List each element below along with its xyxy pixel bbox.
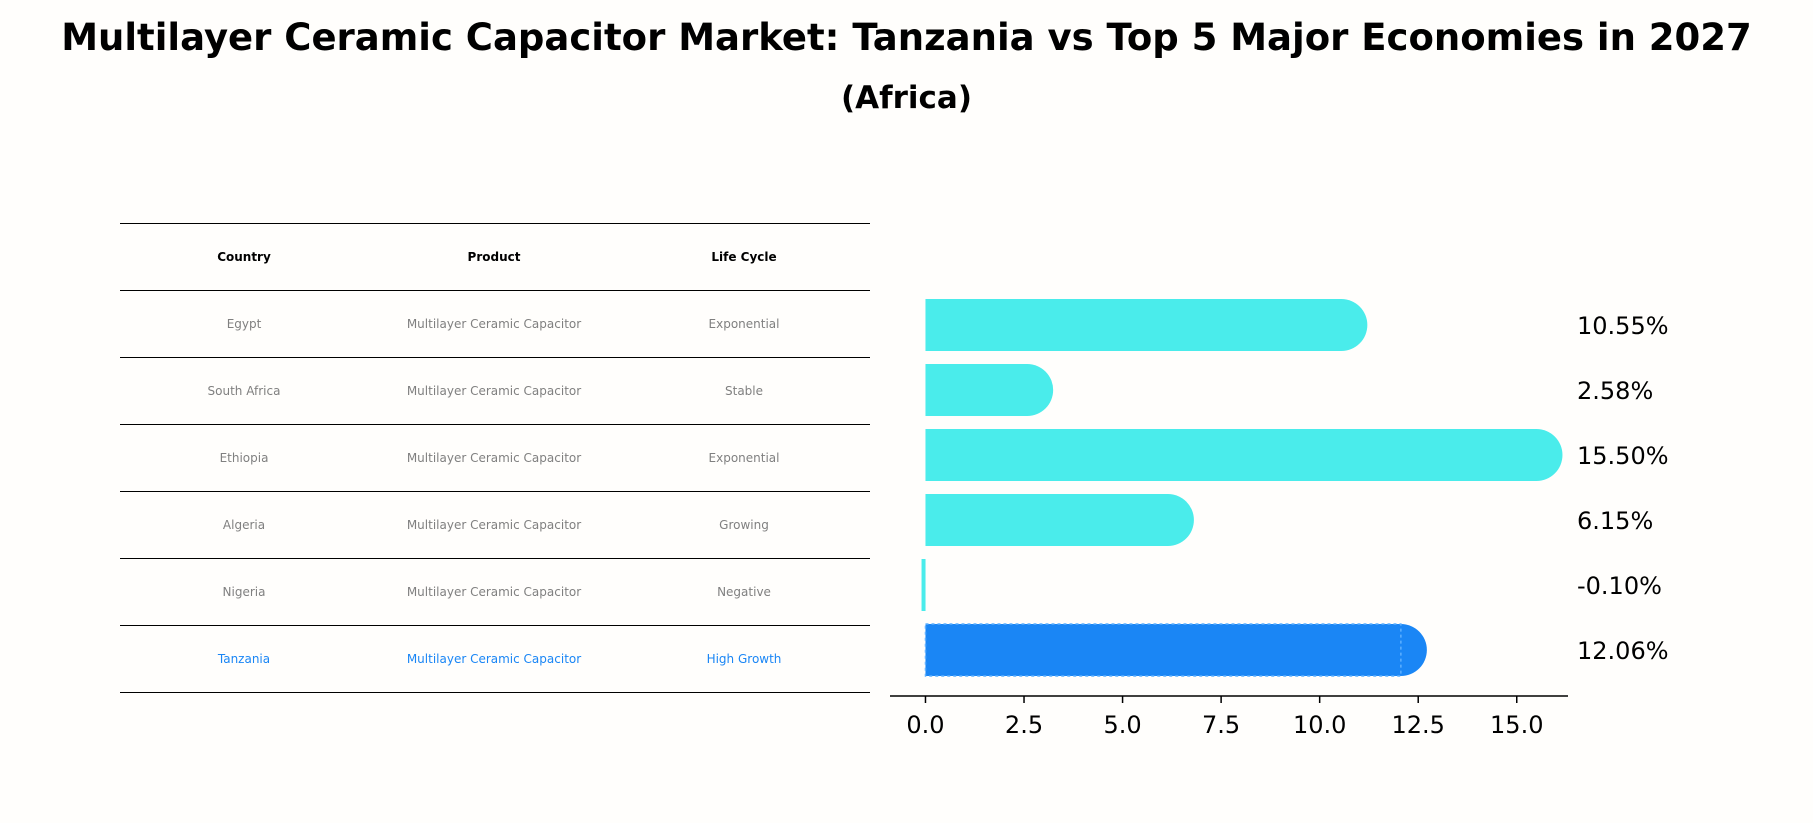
life-cycle-cell: Growing — [719, 518, 769, 532]
country-cell: Tanzania — [217, 652, 271, 666]
product-cell: Multilayer Ceramic Capacitor — [406, 384, 582, 398]
bar-south-africa — [925, 364, 1054, 416]
table-row: Algeria Multilayer Ceramic Capacitor Gro… — [120, 491, 870, 558]
x-tick-label: 0.0 — [906, 711, 944, 739]
table-row: Ethiopia Multilayer Ceramic Capacitor Ex… — [120, 424, 870, 491]
table-row: Egypt Multilayer Ceramic Capacitor Expon… — [120, 290, 870, 357]
highlight-outline — [924, 623, 1402, 677]
life-cycle-cell: Negative — [717, 585, 771, 599]
bar-group — [921, 299, 1563, 677]
bar-tanzania — [925, 624, 1427, 676]
country-cell: Ethiopia — [219, 451, 269, 465]
bar-ethiopia — [925, 429, 1563, 481]
table-row: Nigeria Multilayer Ceramic Capacitor Neg… — [120, 558, 870, 625]
x-tick-label: 15.0 — [1490, 711, 1543, 739]
country-cell: Algeria — [222, 518, 266, 532]
product-cell: Multilayer Ceramic Capacitor — [406, 451, 582, 465]
life-cycle-cell: Exponential — [708, 317, 780, 331]
value-label: 12.06% — [1577, 637, 1669, 665]
product-cell: Multilayer Ceramic Capacitor — [406, 585, 582, 599]
x-tick-label: 2.5 — [1005, 711, 1043, 739]
market-table: Country Product Life Cycle Egypt Multila… — [120, 223, 870, 693]
bar-algeria — [925, 494, 1194, 546]
x-tick-label: 10.0 — [1293, 711, 1346, 739]
product-cell: Multilayer Ceramic Capacitor — [406, 652, 582, 666]
country-cell: Nigeria — [222, 585, 266, 599]
country-cell: South Africa — [207, 384, 281, 398]
product-cell: Multilayer Ceramic Capacitor — [406, 317, 582, 331]
x-axis: 0.0 2.5 5.0 7.5 10.0 12.5 15.0 — [890, 695, 1568, 739]
product-cell: Multilayer Ceramic Capacitor — [406, 518, 582, 532]
chart-title: Multilayer Ceramic Capacitor Market: Tan… — [61, 16, 1752, 59]
country-cell: Egypt — [226, 317, 262, 331]
header-life-cycle: Life Cycle — [711, 250, 777, 264]
table-row: South Africa Multilayer Ceramic Capacito… — [120, 357, 870, 424]
x-tick-label: 7.5 — [1202, 711, 1240, 739]
header-country: Country — [217, 250, 271, 264]
value-label: 6.15% — [1577, 507, 1653, 535]
life-cycle-cell: High Growth — [706, 652, 782, 666]
header-product: Product — [467, 250, 521, 264]
life-cycle-cell: Exponential — [708, 451, 780, 465]
value-label: 15.50% — [1577, 442, 1669, 470]
x-tick-label: 12.5 — [1391, 711, 1444, 739]
value-label-group: 10.55% 2.58% 15.50% 6.15% -0.10% 12.06% — [1577, 312, 1669, 665]
table-header-row: Country Product Life Cycle — [120, 223, 870, 290]
bar-nigeria — [921, 559, 926, 611]
value-label: 10.55% — [1577, 312, 1669, 340]
x-tick-label: 5.0 — [1103, 711, 1141, 739]
table-row-highlighted: Tanzania Multilayer Ceramic Capacitor Hi… — [120, 625, 870, 693]
chart-subtitle: (Africa) — [840, 80, 973, 116]
bar-egypt — [925, 299, 1368, 351]
life-cycle-cell: Stable — [724, 384, 764, 398]
value-label: -0.10% — [1577, 572, 1662, 600]
value-label: 2.58% — [1577, 377, 1653, 405]
